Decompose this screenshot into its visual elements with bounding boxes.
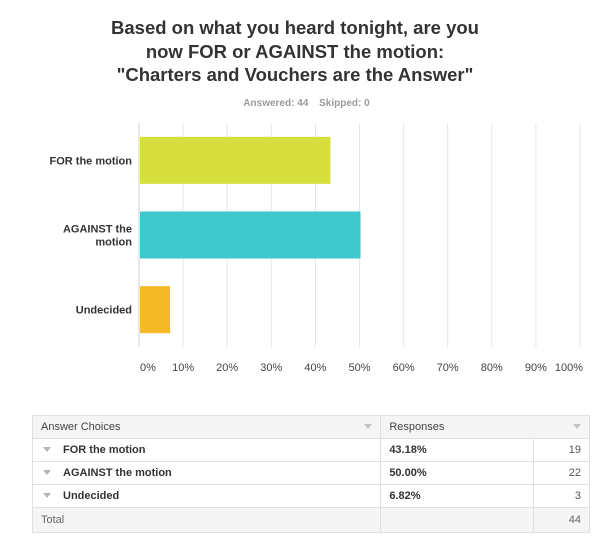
category-label: motion <box>95 237 132 249</box>
x-tick-label: 10% <box>172 362 194 374</box>
answer-choices-header-label: Answer Choices <box>41 421 121 433</box>
sort-arrow-icon[interactable] <box>364 424 373 429</box>
table-row: Undecided 6.82% 3 <box>31 484 590 508</box>
percent-cell: 43.18% <box>380 438 535 462</box>
x-tick-label: 90% <box>525 362 547 374</box>
responses-header-label: Responses <box>389 421 445 433</box>
skipped-count: Skipped: 0 <box>319 98 370 109</box>
count-cell: 22 <box>533 461 590 485</box>
bar <box>140 136 331 184</box>
x-tick-label: 0% <box>140 362 156 374</box>
choice-cell: FOR the motion <box>31 438 382 462</box>
x-tick-label: 50% <box>348 362 370 374</box>
choice-label: FOR the motion <box>63 444 146 456</box>
x-tick-label: 40% <box>304 362 326 374</box>
bar <box>140 286 171 334</box>
count-cell: 3 <box>533 484 590 508</box>
percent-cell: 6.82% <box>380 484 535 508</box>
bar-chart: 0% 10% 20% 30% 40% 50% 60% 70% 80% 90% 100% FOR the… <box>50 123 583 374</box>
responses-header[interactable]: Responses <box>380 415 590 439</box>
total-spacer <box>380 507 535 533</box>
table-row: FOR the motion 43.18% 19 <box>31 438 590 462</box>
x-tick-label: 60% <box>393 362 415 374</box>
question-title: Based on what you heard tonight, are you… <box>60 16 530 87</box>
x-tick-label: 100% <box>555 362 583 374</box>
count-cell: 19 <box>533 438 590 462</box>
category-label: Undecided <box>76 305 132 317</box>
percent-cell: 50.00% <box>380 461 535 485</box>
total-label: Total <box>31 507 382 533</box>
expand-arrow-icon[interactable] <box>43 447 51 452</box>
question-title-line: "Charters and Vouchers are the Answer" <box>116 64 474 85</box>
choice-label: Undecided <box>63 490 120 502</box>
response-stats: Answered: 44 Skipped: 0 <box>0 98 613 109</box>
total-value: 44 <box>533 507 590 533</box>
x-tick-label: 80% <box>481 362 503 374</box>
answer-choices-header[interactable]: Answer Choices <box>31 415 382 439</box>
x-tick-label: 70% <box>437 362 459 374</box>
table-row: AGAINST the motion 50.00% 22 <box>31 461 590 485</box>
answered-count: Answered: 44 <box>243 98 309 109</box>
bar <box>140 211 361 259</box>
sort-arrow-icon[interactable] <box>573 424 581 429</box>
table-header-row: Answer Choices Responses <box>31 415 590 439</box>
choice-label: AGAINST the motion <box>63 467 172 479</box>
question-title-line: now FOR or AGAINST the motion: <box>145 40 445 62</box>
question-title-line: Based on what you heard tonight, are you <box>111 17 479 38</box>
expand-arrow-icon[interactable] <box>43 470 51 475</box>
expand-arrow-icon[interactable] <box>43 493 51 498</box>
x-tick-label: 30% <box>260 362 282 374</box>
category-label: AGAINST the <box>63 224 132 236</box>
total-row: Total 44 <box>31 507 590 533</box>
results-table: Answer Choices Responses FOR the motion … <box>31 415 590 533</box>
category-label: FOR the motion <box>50 155 133 167</box>
choice-cell: AGAINST the motion <box>31 461 382 485</box>
choice-cell: Undecided <box>31 484 382 508</box>
x-tick-label: 20% <box>216 362 238 374</box>
